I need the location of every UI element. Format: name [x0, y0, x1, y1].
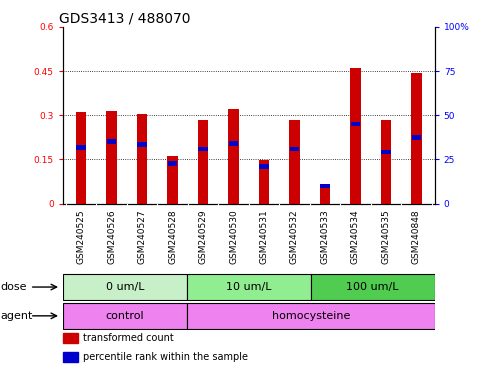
Bar: [63, 274, 187, 300]
Bar: [320, 184, 330, 188]
Text: GSM240530: GSM240530: [229, 209, 238, 264]
Bar: [63, 333, 78, 343]
Bar: [76, 145, 86, 150]
Bar: [289, 120, 300, 204]
Bar: [106, 111, 117, 204]
Bar: [259, 160, 270, 204]
Text: GSM240533: GSM240533: [320, 209, 329, 264]
Text: agent: agent: [0, 311, 32, 321]
Bar: [229, 141, 238, 146]
Text: percentile rank within the sample: percentile rank within the sample: [83, 352, 248, 362]
Bar: [411, 73, 422, 204]
Text: 0 um/L: 0 um/L: [105, 282, 144, 292]
Bar: [381, 150, 391, 154]
Text: GDS3413 / 488070: GDS3413 / 488070: [59, 12, 191, 26]
Text: GSM240529: GSM240529: [199, 209, 208, 264]
Bar: [187, 303, 435, 329]
Bar: [187, 274, 311, 300]
Bar: [168, 161, 177, 166]
Bar: [198, 147, 208, 151]
Bar: [137, 114, 147, 204]
Bar: [63, 303, 187, 329]
Bar: [311, 274, 435, 300]
Bar: [381, 120, 391, 204]
Bar: [63, 353, 78, 362]
Text: GSM240532: GSM240532: [290, 209, 299, 264]
Bar: [290, 147, 299, 151]
Bar: [412, 135, 421, 140]
Bar: [76, 112, 86, 204]
Text: GSM240848: GSM240848: [412, 209, 421, 264]
Bar: [259, 164, 269, 169]
Bar: [198, 120, 208, 204]
Text: transformed count: transformed count: [83, 333, 174, 343]
Text: GSM240527: GSM240527: [138, 209, 146, 264]
Bar: [137, 142, 147, 147]
Text: 100 um/L: 100 um/L: [346, 282, 399, 292]
Text: homocysteine: homocysteine: [271, 311, 350, 321]
Text: GSM240526: GSM240526: [107, 209, 116, 264]
Text: GSM240534: GSM240534: [351, 209, 360, 264]
Bar: [107, 139, 116, 144]
Bar: [228, 109, 239, 204]
Text: 10 um/L: 10 um/L: [226, 282, 271, 292]
Text: GSM240535: GSM240535: [382, 209, 390, 264]
Text: control: control: [105, 311, 144, 321]
Bar: [350, 68, 361, 204]
Bar: [351, 122, 360, 126]
Text: GSM240528: GSM240528: [168, 209, 177, 264]
Bar: [167, 156, 178, 204]
Text: GSM240525: GSM240525: [77, 209, 85, 264]
Text: GSM240531: GSM240531: [259, 209, 269, 264]
Text: dose: dose: [0, 282, 27, 292]
Bar: [320, 186, 330, 204]
